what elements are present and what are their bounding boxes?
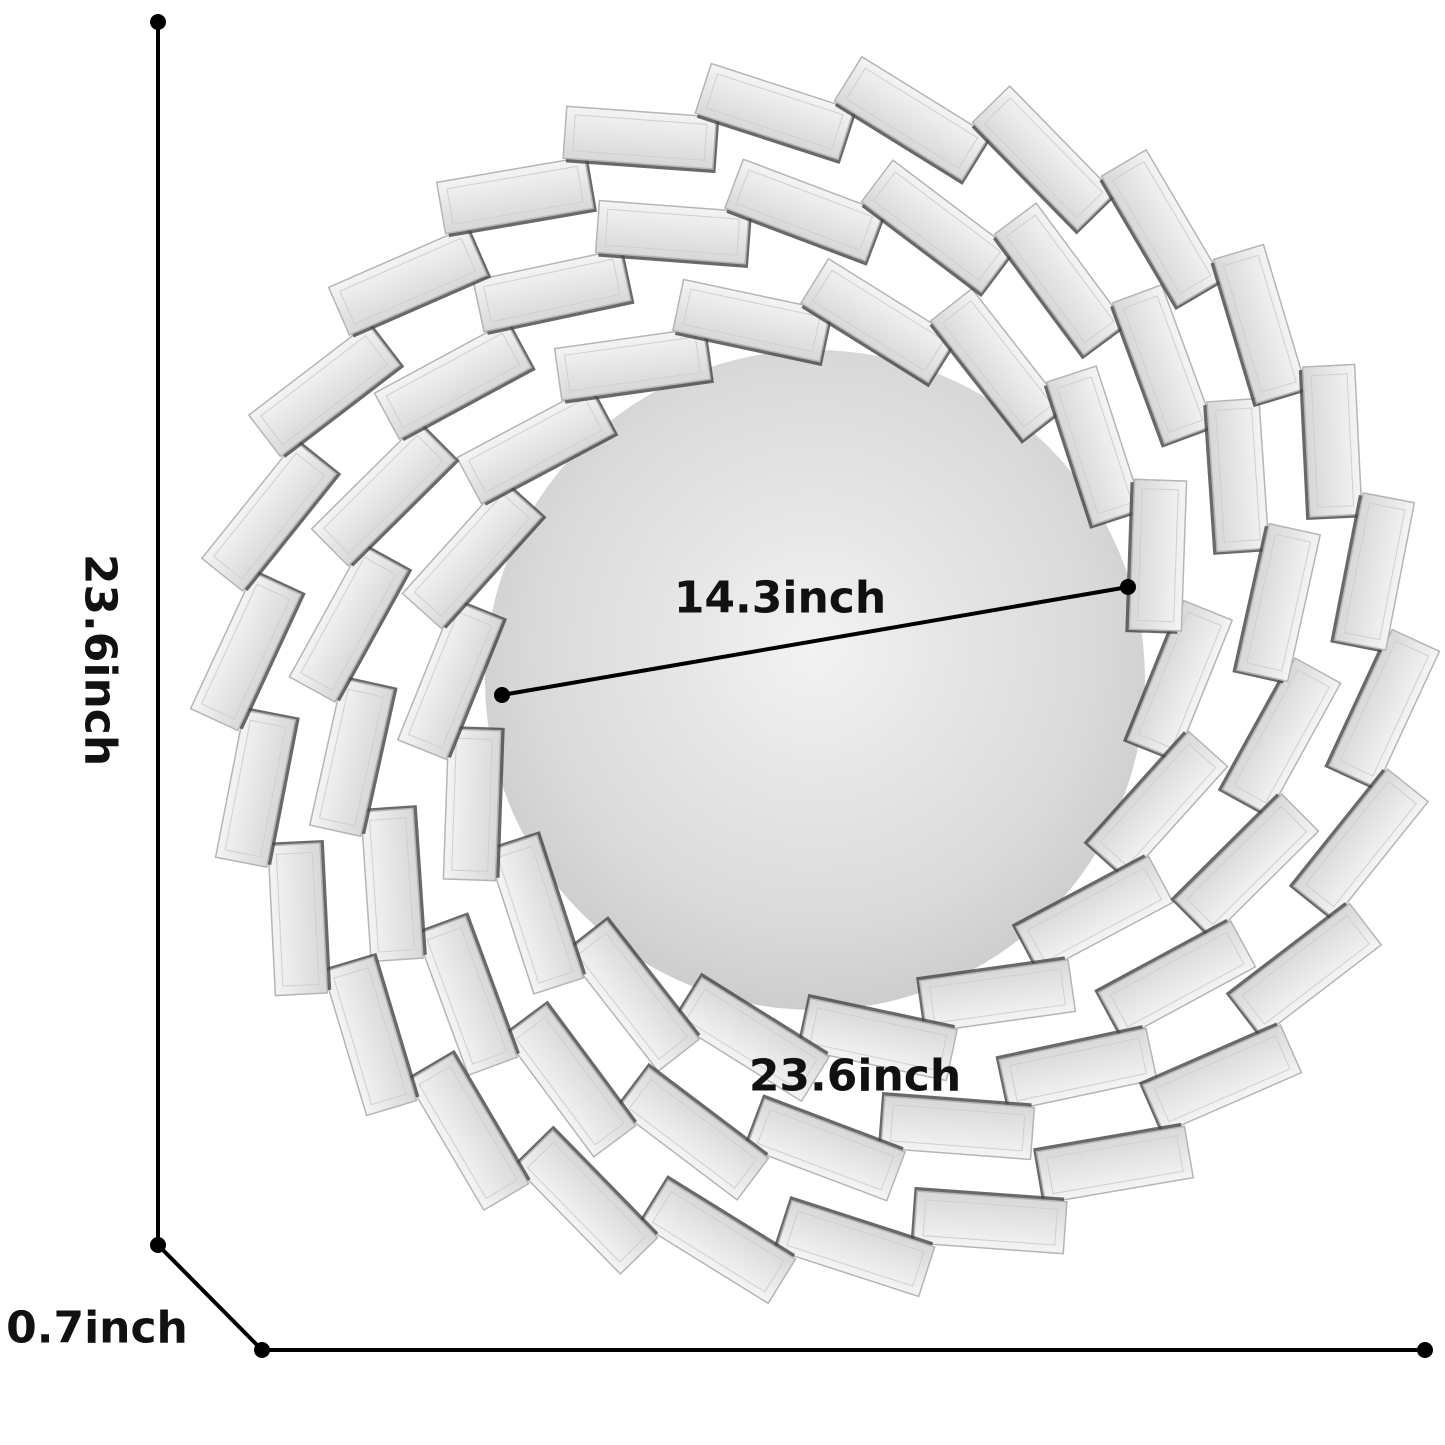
mirror-brick bbox=[1125, 478, 1188, 634]
mirror-brick bbox=[308, 676, 398, 838]
mirror-brick bbox=[916, 956, 1077, 1034]
mirror-brick bbox=[247, 322, 405, 458]
mirror-brick bbox=[503, 1000, 637, 1158]
mirror-brick bbox=[639, 1175, 797, 1305]
mirror-brick bbox=[1110, 283, 1215, 448]
mirror-brick bbox=[486, 831, 587, 995]
mirror-brick bbox=[415, 912, 520, 1077]
mirror-brick bbox=[1011, 854, 1175, 974]
mirror-brick bbox=[360, 805, 427, 963]
endpoint-dot bbox=[254, 1342, 270, 1358]
mirror-brick bbox=[929, 287, 1066, 444]
mirror-brick bbox=[327, 226, 492, 338]
mirror-brick bbox=[214, 707, 300, 869]
mirror-brick bbox=[322, 952, 420, 1117]
mirror-brick bbox=[1032, 1122, 1195, 1204]
mirror-brick bbox=[401, 480, 547, 630]
mirror-brick bbox=[1330, 491, 1416, 653]
mirror-brick bbox=[1203, 397, 1270, 555]
mirror-brick bbox=[744, 1094, 907, 1202]
dimension-lines bbox=[150, 14, 1433, 1358]
mirror-brick bbox=[774, 1196, 936, 1298]
mirror-brick bbox=[267, 839, 332, 997]
mirror-brick bbox=[455, 386, 619, 506]
mirror-bricks bbox=[189, 55, 1441, 1305]
mirror-brick bbox=[442, 726, 505, 882]
mirror-brick bbox=[1210, 243, 1308, 408]
mirror-brick bbox=[694, 62, 856, 164]
mirror-brick bbox=[673, 972, 831, 1103]
mirror-brick bbox=[406, 1049, 531, 1212]
mirror-brick bbox=[971, 84, 1116, 235]
mirror-brick bbox=[993, 202, 1127, 360]
mirror-brick bbox=[553, 326, 714, 404]
mirror-brick bbox=[288, 544, 413, 703]
mirror-brick bbox=[594, 199, 752, 268]
mirror-brick bbox=[189, 571, 306, 732]
mirror-brick bbox=[671, 278, 833, 367]
mirror-brick bbox=[1288, 768, 1430, 920]
inner-diameter-label: 14.3inch bbox=[673, 572, 887, 624]
mirror-brick bbox=[373, 320, 536, 442]
mirror-brick bbox=[200, 440, 342, 592]
mirror-brick bbox=[797, 993, 959, 1082]
endpoint-dot bbox=[150, 14, 166, 30]
mirror-brick bbox=[472, 248, 635, 335]
mirror-brick bbox=[1043, 365, 1144, 529]
mirror-brick bbox=[435, 156, 598, 238]
mirror-brick bbox=[1170, 793, 1320, 938]
inner-diameter-line bbox=[501, 585, 1129, 697]
mirror-brick bbox=[1122, 599, 1234, 761]
height-label: 23.6inch bbox=[74, 553, 126, 767]
depth-label: 0.7inch bbox=[6, 1302, 188, 1354]
width-label: 23.6inch bbox=[748, 1050, 962, 1102]
endpoint-dot bbox=[1120, 579, 1136, 595]
mirror-brick bbox=[878, 1092, 1036, 1161]
mirror-brick bbox=[564, 916, 701, 1073]
mirror-brick bbox=[1232, 522, 1322, 684]
mirror-brick bbox=[396, 599, 508, 761]
mirror-brick bbox=[723, 158, 886, 266]
mirror-brick bbox=[514, 1125, 659, 1276]
depth-line bbox=[156, 1243, 264, 1352]
mirror-brick bbox=[1083, 730, 1229, 880]
mirror-brick bbox=[910, 1186, 1068, 1255]
mirror-brick bbox=[310, 422, 460, 567]
mirror-brick bbox=[860, 159, 1014, 298]
mirror-brick bbox=[799, 257, 957, 388]
center-mirror bbox=[485, 350, 1145, 1010]
mirror-brick bbox=[833, 55, 991, 185]
endpoint-dot bbox=[150, 1237, 166, 1253]
mirror-brick bbox=[1099, 148, 1224, 311]
endpoint-dot bbox=[1417, 1342, 1433, 1358]
mirror-brick bbox=[1324, 628, 1441, 789]
mirror-brick bbox=[1094, 918, 1257, 1040]
mirror-brick bbox=[1298, 363, 1363, 521]
mirror-brick bbox=[616, 1062, 770, 1201]
mirror-brick bbox=[1138, 1022, 1303, 1134]
endpoint-dot bbox=[494, 687, 510, 703]
mirror-brick bbox=[562, 105, 720, 174]
mirror-brick bbox=[1225, 902, 1383, 1038]
mirror-brick bbox=[1217, 657, 1342, 816]
mirror-brick bbox=[995, 1025, 1158, 1112]
